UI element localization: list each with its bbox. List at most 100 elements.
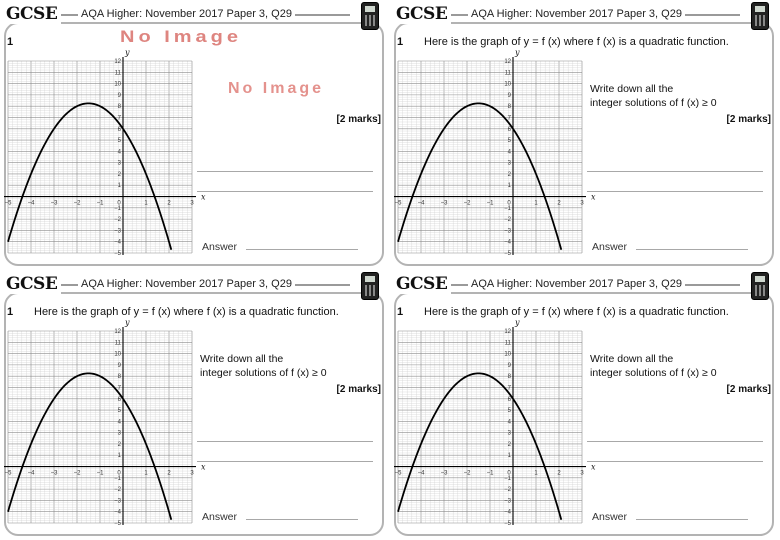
x-tick-label: −5: [5, 471, 13, 477]
y-tick-label: 9: [118, 363, 122, 369]
answer-label: Answer: [592, 241, 628, 253]
working-line[interactable]: [197, 191, 373, 192]
y-tick-label: −1: [504, 476, 512, 482]
working-line[interactable]: [587, 171, 763, 172]
y-axis-label: y: [124, 318, 130, 327]
answer-label: Answer: [202, 241, 238, 253]
answer-input-line[interactable]: [246, 249, 358, 250]
y-tick-label: −2: [114, 487, 122, 493]
y-tick-label: 6: [508, 127, 512, 133]
y-tick-label: 3: [508, 431, 512, 437]
y-tick-label: −1: [114, 476, 122, 482]
x-tick-label: −3: [51, 471, 59, 477]
y-tick-label: −1: [504, 206, 512, 212]
y-tick-label: 6: [118, 397, 122, 403]
answer-input-line[interactable]: [636, 519, 748, 520]
y-tick-label: 3: [118, 161, 122, 167]
quadratic-curve: [7, 102, 173, 250]
x-tick-label: −1: [97, 201, 105, 207]
y-axis-label: y: [514, 48, 520, 57]
exam-title: AQA Higher: November 2017 Paper 3, Q29: [468, 8, 685, 20]
x-tick-label: 3: [190, 471, 194, 477]
x-tick-label: 1: [534, 201, 538, 207]
x-tick-label: −1: [97, 471, 105, 477]
y-tick-label: 8: [508, 104, 512, 110]
y-tick-label: 2: [508, 172, 512, 178]
y-tick-label: −5: [114, 521, 122, 527]
y-tick-label: −5: [504, 251, 512, 257]
y-tick-label: −2: [114, 217, 122, 223]
prompt-line: Write down all the: [590, 83, 674, 95]
y-tick-label: 12: [114, 329, 121, 335]
y-tick-label: 12: [504, 59, 511, 65]
no-image-placeholder: No Image: [228, 80, 325, 97]
working-line[interactable]: [197, 461, 373, 462]
quadratic-graph: −5 −4 −3 −2 −1 0 1 2 3121110987654321−1−2−3−4−5x…: [394, 48, 596, 257]
x-tick-label: 2: [167, 201, 171, 207]
x-tick-label: −1: [487, 201, 495, 207]
working-line[interactable]: [197, 171, 373, 172]
working-line[interactable]: [197, 441, 373, 442]
x-axis-label: x: [591, 463, 596, 472]
y-axis-label: y: [124, 48, 130, 57]
y-tick-label: 2: [508, 442, 512, 448]
y-tick-label: 10: [114, 82, 121, 88]
y-tick-label: −2: [504, 487, 512, 493]
marks-label: [2 marks]: [336, 384, 381, 395]
answer-input-line[interactable]: [246, 519, 358, 520]
quadratic-curve: [7, 372, 173, 520]
x-tick-label: 3: [580, 201, 584, 207]
y-tick-label: 10: [504, 82, 511, 88]
y-tick-label: 12: [114, 59, 121, 65]
y-tick-label: 11: [505, 70, 512, 76]
x-tick-label: 1: [144, 471, 148, 477]
question-card-4: GCSE AQA Higher: November 2017 Paper 3, …: [390, 270, 780, 540]
y-tick-label: 11: [115, 70, 122, 76]
x-tick-label: 2: [167, 471, 171, 477]
quadratic-graph: −5 −4 −3 −2 −1 0 1 2 3121110987654321−1−2−3−4−5x…: [394, 318, 596, 527]
working-line[interactable]: [587, 191, 763, 192]
calculator-icon: [751, 272, 769, 300]
calculator-icon: [361, 2, 379, 30]
y-tick-label: 2: [118, 172, 122, 178]
x-tick-label: 1: [144, 201, 148, 207]
card-frame: [394, 22, 774, 266]
y-tick-label: −3: [114, 498, 122, 504]
answer-input-line[interactable]: [636, 249, 748, 250]
prompt-line: integer solutions of f (x) ≥ 0: [590, 367, 717, 379]
question-prompt: Write down all the integer solutions of …: [200, 352, 327, 380]
x-axis-label: x: [201, 463, 206, 472]
y-tick-label: −1: [114, 206, 122, 212]
x-tick-label: 0: [117, 471, 121, 477]
quadratic-graph: −5 −4 −3 −2 −1 0 1 2 3121110987654321−1−2−3−4−5x…: [4, 318, 206, 527]
question-prompt: Write down all the integer solutions of …: [590, 82, 717, 110]
y-tick-label: −4: [504, 240, 512, 246]
prompt-line: Write down all the: [200, 353, 284, 365]
x-tick-label: −5: [395, 201, 403, 207]
y-axis-label: y: [514, 318, 520, 327]
question-number: 1: [397, 306, 404, 318]
question-number: 1: [397, 36, 404, 48]
y-tick-label: 1: [118, 453, 122, 459]
question-card-2: GCSE AQA Higher: November 2017 Paper 3, …: [390, 0, 780, 270]
y-tick-label: 6: [508, 397, 512, 403]
y-tick-label: 1: [508, 453, 512, 459]
quadratic-curve: [397, 372, 563, 520]
marks-label: [2 marks]: [726, 114, 771, 125]
answer-label: Answer: [592, 511, 628, 523]
y-tick-label: 4: [508, 149, 512, 155]
y-tick-label: 11: [505, 340, 512, 346]
y-tick-label: 1: [508, 183, 512, 189]
y-tick-label: 9: [118, 93, 122, 99]
working-line[interactable]: [587, 461, 763, 462]
x-tick-label: 2: [557, 471, 561, 477]
y-tick-label: 10: [114, 352, 121, 358]
x-tick-label: 0: [117, 201, 121, 207]
y-tick-label: 2: [118, 442, 122, 448]
prompt-line: integer solutions of f (x) ≥ 0: [200, 367, 327, 379]
working-line[interactable]: [587, 441, 763, 442]
y-tick-label: 3: [508, 161, 512, 167]
x-tick-label: 2: [557, 201, 561, 207]
card-frame: [4, 292, 384, 536]
y-tick-label: 5: [118, 138, 122, 144]
